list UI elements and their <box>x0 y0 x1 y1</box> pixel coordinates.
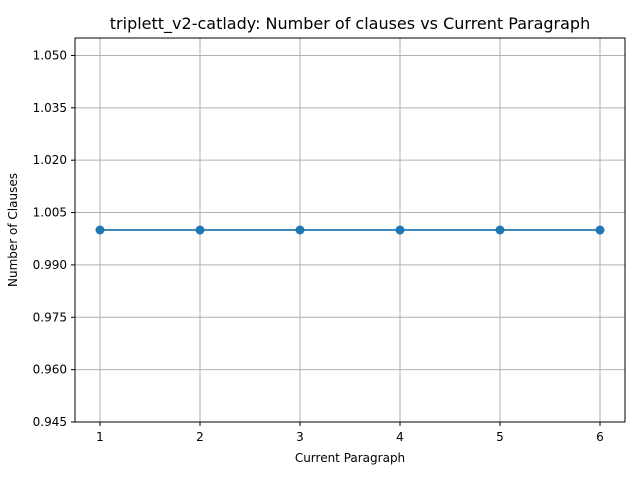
x-axis-label: Current Paragraph <box>295 451 405 465</box>
x-tick-label: 6 <box>596 430 604 444</box>
x-tick-label: 1 <box>96 430 104 444</box>
y-tick-label: 1.020 <box>33 153 67 167</box>
data-point <box>295 225 305 235</box>
y-tick-label: 1.005 <box>33 206 67 220</box>
plot-frame <box>74 37 626 423</box>
data-point <box>95 225 105 235</box>
y-tick-label: 0.975 <box>33 310 67 324</box>
data-point <box>595 225 605 235</box>
y-tick-label: 1.035 <box>33 101 67 115</box>
y-axis-label: Number of Clauses <box>6 173 20 287</box>
x-tick-label: 5 <box>496 430 504 444</box>
chart-title: triplett_v2-catlady: Number of clauses v… <box>110 14 590 34</box>
x-tick-label: 2 <box>196 430 204 444</box>
data-point <box>495 225 505 235</box>
data-point <box>395 225 405 235</box>
data-point <box>195 225 205 235</box>
y-tick-label: 1.050 <box>33 48 67 62</box>
y-axis: 0.945 0.960 0.975 0.990 1.005 1.020 1.035 1.050 <box>33 48 75 429</box>
y-tick-label: 0.990 <box>33 258 67 272</box>
series-layer <box>95 225 605 235</box>
x-tick-label: 3 <box>296 430 304 444</box>
y-tick-label: 0.960 <box>33 363 67 377</box>
x-tick-label: 4 <box>396 430 404 444</box>
y-tick-label: 0.945 <box>33 415 67 429</box>
x-axis: 1 2 3 4 5 6 <box>96 422 604 444</box>
